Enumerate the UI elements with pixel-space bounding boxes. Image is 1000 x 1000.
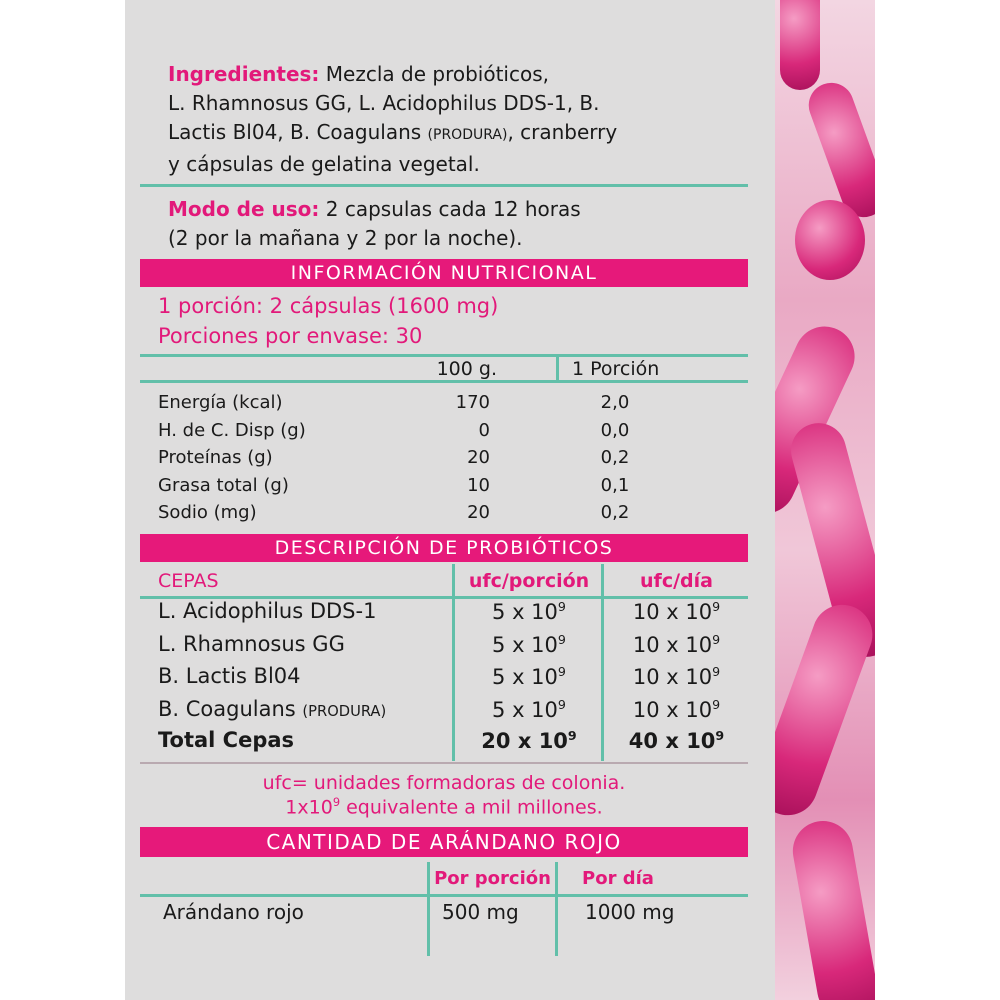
nutrient-portion: 0,2 (600, 447, 630, 468)
header-ufc-portion: ufc/porción (468, 570, 590, 592)
header-ufc-day: ufc/día (640, 570, 713, 592)
nutrient-name: Energía (kcal) (158, 392, 283, 413)
serving-size: 1 porción: 2 cápsulas (1600 mg) (158, 294, 499, 318)
ufc-equivalence: 1x109 equivalente a mil millones. (285, 795, 603, 819)
divider (556, 354, 559, 381)
strain-per-day: 10 x 109 (632, 599, 721, 624)
nutrient-portion: 0,2 (600, 502, 630, 523)
nutrient-name: H. de C. Disp (g) (158, 419, 306, 441)
strain-per-day: 10 x 109 (632, 696, 721, 722)
cranberry-title: CANTIDAD DE ARÁNDANO ROJO (140, 827, 748, 857)
nutrient-portion: 2,0 (600, 392, 630, 413)
ingredients-text: Ingredientes: Mezcla de probióticos, L. … (168, 62, 618, 176)
header-per-day: Por día (582, 868, 654, 889)
cranberry-per-portion: 500 mg (442, 900, 519, 924)
total-day: 40 x 109 (628, 728, 725, 753)
divider (140, 380, 748, 383)
nutrient-100g: 170 (455, 392, 490, 413)
nutrient-name: Sodio (mg) (158, 502, 257, 523)
header-per-portion: Por porción (434, 868, 551, 889)
strain-per-portion: 5 x 109 (492, 599, 566, 624)
strain-name: L. Rhamnosus GG (158, 631, 345, 656)
divider (452, 564, 455, 761)
nutrient-100g: 20 (467, 447, 490, 468)
usage-text: Modo de uso: 2 capsulas cada 12 horas (2… (168, 197, 581, 250)
total-per: 20 x 109 (481, 728, 577, 753)
probiotics-title: DESCRIPCIÓN DE PROBIÓTICOS (140, 534, 748, 562)
nutrition-title: INFORMACIÓN NUTRICIONAL (140, 259, 748, 287)
nutrient-100g: 10 (467, 474, 490, 496)
header-cepas: CEPAS (158, 570, 219, 592)
total-name: Total Cepas (158, 728, 295, 752)
cranberry-name: Arándano rojo (163, 900, 304, 924)
divider (140, 184, 748, 187)
nutrient-100g: 0 (478, 419, 490, 441)
divider (140, 762, 748, 764)
nutrient-portion: 0,1 (600, 474, 630, 496)
strain-per-portion: 5 x 109 (492, 696, 566, 722)
divider (427, 862, 430, 956)
strain-name: B. Lactis Bl04 (158, 664, 301, 688)
cranberry-per-day: 1000 mg (585, 900, 675, 924)
nutrient-name: Proteínas (g) (158, 447, 273, 468)
servings-per-pack: Porciones por envase: 30 (158, 324, 423, 348)
nutrient-name: Grasa total (g) (158, 474, 289, 496)
strain-per-day: 10 x 109 (632, 631, 721, 657)
strain-per-day: 10 x 109 (632, 664, 721, 689)
nutrient-portion: 0,0 (600, 419, 630, 441)
divider (140, 354, 748, 357)
strain-per-portion: 5 x 109 (492, 664, 566, 689)
ufc-note: ufc= unidades formadoras de colonia. (262, 772, 626, 794)
strain-name: B. Coagulans (PRODURA) (158, 696, 387, 721)
bacteria-image (775, 0, 875, 1000)
divider (601, 564, 604, 761)
col-100g: 100 g. (436, 358, 497, 380)
nutrient-100g: 20 (467, 502, 490, 523)
divider (140, 894, 748, 897)
col-portion: 1 Porción (572, 358, 660, 380)
strain-per-portion: 5 x 109 (492, 631, 566, 657)
divider (140, 596, 748, 599)
divider (555, 862, 558, 956)
strain-name: L. Acidophilus DDS-1 (158, 599, 377, 623)
